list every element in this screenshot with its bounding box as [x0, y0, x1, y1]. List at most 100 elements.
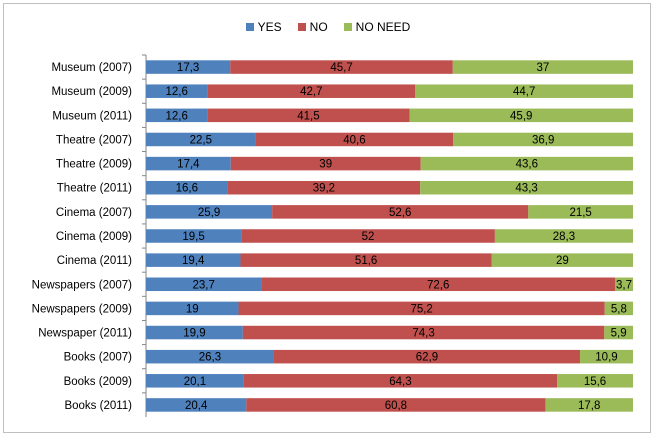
- data-label: 52,6: [389, 207, 411, 219]
- bar-segment-no: [230, 60, 453, 74]
- bar-segment-yes: [146, 349, 274, 364]
- category-label: Theatre (2011): [57, 183, 132, 195]
- legend-label-no: NO: [309, 20, 328, 34]
- data-label: 10,9: [595, 352, 617, 364]
- legend-item-no: NO: [297, 20, 328, 34]
- category-label: Newspapers (2009): [32, 303, 133, 315]
- data-label: 19,9: [183, 328, 205, 340]
- data-label: 44,7: [513, 86, 535, 98]
- category-label: Museum (2009): [51, 86, 132, 98]
- bar-segment-no-need: [453, 132, 633, 147]
- bar-segment-no: [230, 156, 421, 171]
- bar-segment-no: [261, 277, 615, 292]
- bar-segment-no: [272, 205, 529, 219]
- legend-swatch-no: [297, 23, 306, 31]
- data-label: 19: [186, 303, 199, 315]
- bar-segment-yes: [146, 60, 231, 74]
- data-label: 20,1: [184, 376, 206, 388]
- category-label: Newspapers (2007): [32, 279, 133, 291]
- category-label: Books (2011): [64, 400, 132, 412]
- category-label: Newspaper (2011): [38, 328, 132, 340]
- data-label: 17,4: [177, 159, 200, 171]
- category-label: Cinema (2007): [56, 207, 132, 219]
- data-label: 22,5: [190, 134, 212, 146]
- data-label: 40,6: [343, 134, 365, 146]
- bar-segment-yes: [146, 84, 208, 98]
- data-label: 12,6: [165, 110, 187, 122]
- bar-segment-no-need: [604, 325, 633, 340]
- bar-segment-no: [238, 301, 605, 316]
- data-label: 21,5: [569, 207, 591, 219]
- category-label: Museum (2007): [51, 62, 132, 74]
- bar-segment-no-need: [420, 156, 633, 171]
- data-label: 60,8: [385, 400, 407, 412]
- bar-segment-yes: [146, 398, 247, 412]
- bar-segment-no: [273, 349, 580, 364]
- bar-segment-no: [207, 84, 416, 98]
- legend-label-yes: YES: [257, 20, 282, 34]
- data-label: 17,8: [578, 400, 600, 412]
- legend-label-no-need: NO NEED: [355, 20, 411, 34]
- bar-segment-no: [227, 180, 421, 195]
- data-label: 5,8: [611, 303, 627, 315]
- bar-segment-yes: [146, 301, 239, 316]
- category-label: Books (2007): [64, 352, 133, 364]
- bar-segment-no-need: [494, 229, 633, 243]
- bar-segment-no-need: [415, 84, 633, 98]
- data-label: 64,3: [389, 376, 411, 388]
- bar-segment-no: [240, 253, 492, 267]
- bar-segment-yes: [146, 132, 256, 147]
- data-label: 52: [362, 231, 375, 243]
- bar-segment-yes: [146, 205, 273, 219]
- bar-segment-no: [243, 374, 558, 388]
- category-label: Museum (2011): [52, 110, 132, 122]
- data-label: 5,9: [611, 328, 627, 340]
- data-label: 74,3: [412, 328, 434, 340]
- data-label: 39,2: [313, 183, 335, 195]
- data-label: 23,7: [193, 279, 215, 291]
- data-label: 45,7: [330, 62, 352, 74]
- bar-segment-yes: [146, 253, 241, 267]
- bar-segment-no: [207, 108, 410, 123]
- bar-segment-yes: [146, 374, 244, 388]
- category-label: Cinema (2011): [57, 255, 132, 267]
- data-label: 45,9: [510, 110, 532, 122]
- data-label: 51,6: [355, 255, 377, 267]
- data-label: 28,3: [553, 231, 575, 243]
- data-label: 16,6: [176, 183, 198, 195]
- data-label: 3,7: [616, 279, 632, 291]
- data-label: 75,2: [410, 303, 432, 315]
- bar-segment-no-need: [545, 398, 633, 412]
- legend: YES NO NO NEED: [0, 18, 656, 36]
- data-label: 29: [556, 255, 569, 267]
- data-label: 19,4: [182, 255, 205, 267]
- data-label: 43,3: [515, 183, 537, 195]
- bar-segment-no: [241, 229, 495, 243]
- bar-segment-yes: [146, 277, 262, 292]
- bar-segment-yes: [146, 325, 243, 340]
- bar-segment-no-need: [452, 60, 633, 74]
- data-label: 39: [319, 159, 332, 171]
- data-label: 43,6: [516, 159, 538, 171]
- bar-segment-no-need: [491, 253, 633, 267]
- bar-segment-no-need: [409, 108, 633, 123]
- data-label: 25,9: [198, 207, 220, 219]
- data-label: 19,5: [182, 231, 204, 243]
- legend-item-no-need: NO NEED: [343, 20, 411, 34]
- bar-segment-no-need: [604, 301, 633, 316]
- legend-item-yes: YES: [245, 20, 282, 34]
- bar-segment-yes: [146, 156, 231, 171]
- bar-segment-no-need: [557, 374, 633, 388]
- data-label: 42,7: [300, 86, 322, 98]
- category-label: Cinema (2009): [56, 231, 132, 243]
- data-label: 15,6: [584, 376, 606, 388]
- data-label: 41,5: [297, 110, 319, 122]
- bar-segment-yes: [146, 229, 242, 243]
- data-label: 36,9: [532, 134, 554, 146]
- category-label: Theatre (2009): [56, 159, 132, 171]
- data-label: 72,6: [427, 279, 449, 291]
- bar-segment-no-need: [579, 349, 633, 364]
- data-label: 37: [537, 62, 550, 74]
- bar-segment-no-need: [420, 180, 633, 195]
